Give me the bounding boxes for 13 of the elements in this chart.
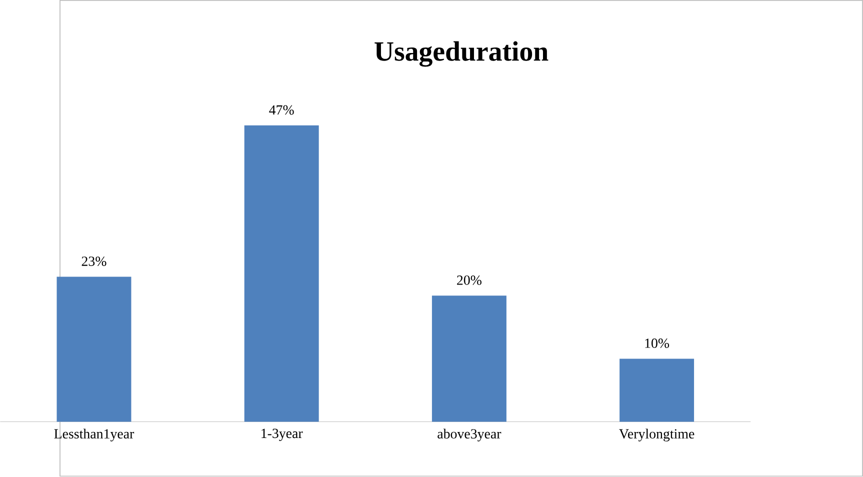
- bar: [620, 358, 694, 422]
- bar: [432, 296, 506, 422]
- bar: [244, 126, 319, 422]
- x-tick-label: above3year: [438, 428, 502, 442]
- x-tick-label: 1-3year: [262, 428, 303, 442]
- data-label: 10%: [645, 338, 670, 348]
- x-tick-label: Lessthan1year: [54, 428, 134, 442]
- bar: [56, 276, 132, 422]
- data-label: 47%: [269, 105, 294, 115]
- chart-title: Usageduration: [374, 41, 548, 67]
- data-label: 20%: [457, 276, 482, 286]
- x-tick-label: Verylongtime: [619, 428, 694, 442]
- data-label: 23%: [82, 256, 106, 266]
